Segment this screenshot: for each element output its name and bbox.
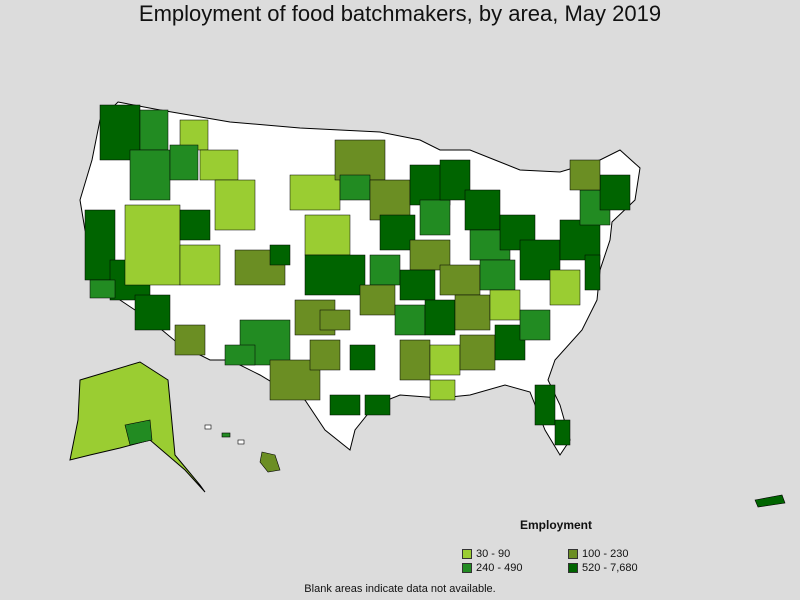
alaska-region	[124, 419, 153, 446]
hawaii-islands	[204, 424, 281, 473]
map-legend: Employment 30 - 90 100 - 230 240 - 490 5…	[462, 518, 672, 574]
legend-label: 100 - 230	[582, 548, 629, 560]
legend-item-520-7680: 520 - 7,680	[568, 562, 678, 574]
legend-label: 520 - 7,680	[582, 562, 638, 574]
area-regions	[84, 104, 631, 446]
legend-swatch	[462, 563, 472, 573]
legend-swatch	[568, 563, 578, 573]
legend-label: 240 - 490	[476, 562, 523, 574]
legend-title: Employment	[520, 518, 593, 532]
legend-swatch	[568, 549, 578, 559]
legend-item-100-230: 100 - 230	[568, 548, 678, 560]
legend-swatch	[462, 549, 472, 559]
puerto-rico-outline	[754, 494, 786, 508]
legend-item-30-90: 30 - 90	[462, 548, 568, 560]
legend-item-240-490: 240 - 490	[462, 562, 568, 574]
map-title: Employment of food batchmakers, by area,…	[138, 1, 662, 26]
legend-label: 30 - 90	[476, 548, 511, 560]
blank-areas-note: Blank areas indicate data not available.	[304, 583, 496, 595]
